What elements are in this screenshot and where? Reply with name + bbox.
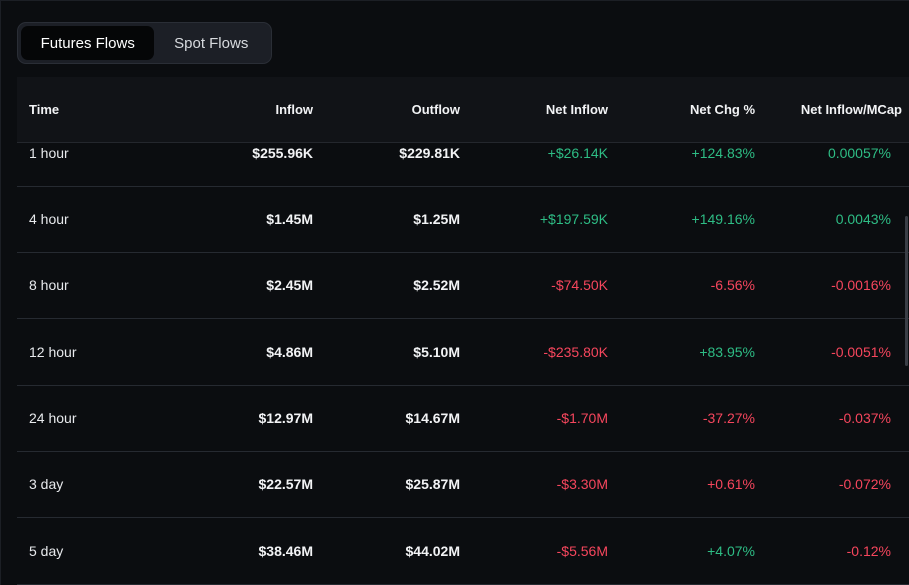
cell-net-inflow: -$3.30M bbox=[556, 476, 608, 492]
table-body: 1 hour $255.96K $229.81K +$26.14K +124.83% 0.… bbox=[17, 143, 909, 585]
scrollbar[interactable] bbox=[905, 216, 908, 366]
cell-net-inflow-mcap: -0.0051% bbox=[831, 344, 891, 360]
cell-outflow: $14.67M bbox=[405, 410, 460, 426]
cell-inflow: $22.57M bbox=[258, 476, 313, 492]
header-time[interactable]: Time bbox=[29, 102, 60, 117]
cell-time: 8 hour bbox=[29, 277, 69, 293]
cell-net-inflow: -$5.56M bbox=[556, 543, 608, 559]
cell-time: 12 hour bbox=[29, 344, 77, 360]
cell-time: 4 hour bbox=[29, 211, 69, 227]
table-row[interactable]: 4 hour $1.45M $1.25M +$197.59K +149.16% 0.004… bbox=[17, 187, 909, 253]
cell-outflow: $44.02M bbox=[405, 543, 460, 559]
tab-futures-flows[interactable]: Futures Flows bbox=[21, 26, 155, 60]
cell-net-chg: +0.61% bbox=[707, 476, 755, 492]
cell-inflow: $12.97M bbox=[258, 410, 313, 426]
cell-net-inflow: -$74.50K bbox=[551, 277, 608, 293]
cell-inflow: $4.86M bbox=[266, 344, 313, 360]
cell-net-inflow-mcap: -0.0016% bbox=[831, 277, 891, 293]
cell-net-chg: +4.07% bbox=[707, 543, 755, 559]
cell-net-chg: -6.56% bbox=[710, 277, 755, 293]
cell-outflow: $5.10M bbox=[413, 344, 460, 360]
cell-outflow: $229.81K bbox=[399, 145, 460, 161]
table-row[interactable]: 12 hour $4.86M $5.10M -$235.80K +83.95% -0.00… bbox=[17, 319, 909, 386]
cell-net-inflow: -$1.70M bbox=[556, 410, 608, 426]
cell-inflow: $1.45M bbox=[266, 211, 313, 227]
cell-time: 24 hour bbox=[29, 410, 77, 426]
tab-spot-flows[interactable]: Spot Flows bbox=[174, 34, 249, 52]
cell-inflow: $255.96K bbox=[252, 145, 313, 161]
cell-net-inflow: +$197.59K bbox=[539, 211, 608, 227]
cell-net-chg: -37.27% bbox=[702, 410, 755, 426]
header-net-inflow[interactable]: Net Inflow bbox=[545, 102, 608, 117]
cell-net-chg: +83.95% bbox=[699, 344, 755, 360]
cell-net-chg: +149.16% bbox=[691, 211, 755, 227]
cell-net-inflow-mcap: 0.0043% bbox=[835, 211, 891, 227]
header-outflow[interactable]: Outflow bbox=[411, 102, 460, 117]
cell-net-inflow-mcap: 0.00057% bbox=[827, 145, 891, 161]
cell-time: 1 hour bbox=[29, 145, 69, 161]
cell-inflow: $2.45M bbox=[266, 277, 313, 293]
cell-inflow: $38.46M bbox=[258, 543, 313, 559]
cell-outflow: $1.25M bbox=[413, 211, 460, 227]
table-row[interactable]: 3 day $22.57M $25.87M -$3.30M +0.61% -0.072% bbox=[17, 452, 909, 518]
cell-outflow: $25.87M bbox=[405, 476, 460, 492]
header-inflow[interactable]: Inflow bbox=[275, 102, 313, 117]
cell-net-chg: +124.83% bbox=[691, 145, 755, 161]
cell-net-inflow-mcap: -0.037% bbox=[838, 410, 891, 426]
cell-net-inflow: -$235.80K bbox=[543, 344, 608, 360]
table-header: Time Inflow Outflow Net Inflow Net Chg %… bbox=[17, 77, 909, 143]
table-row[interactable]: 1 hour $255.96K $229.81K +$26.14K +124.83% 0.… bbox=[17, 143, 909, 187]
header-net-inflow-mcap[interactable]: Net Inflow/MCap bbox=[800, 102, 902, 117]
cell-time: 5 day bbox=[29, 543, 64, 559]
cell-net-inflow: +$26.14K bbox=[547, 145, 608, 161]
table-row[interactable]: 24 hour $12.97M $14.67M -$1.70M -37.27% -0.03… bbox=[17, 386, 909, 452]
table-row[interactable]: 5 day $38.46M $44.02M -$5.56M +4.07% -0.12% bbox=[17, 518, 909, 585]
table-row[interactable]: 8 hour $2.45M $2.52M -$74.50K -6.56% -0.0016% bbox=[17, 253, 909, 319]
cell-net-inflow-mcap: -0.12% bbox=[846, 543, 891, 559]
flow-type-tabs: Futures Flows Spot Flows bbox=[17, 22, 272, 64]
cell-net-inflow-mcap: -0.072% bbox=[838, 476, 891, 492]
header-net-chg[interactable]: Net Chg % bbox=[690, 102, 755, 117]
cell-time: 3 day bbox=[29, 476, 64, 492]
cell-outflow: $2.52M bbox=[413, 277, 460, 293]
